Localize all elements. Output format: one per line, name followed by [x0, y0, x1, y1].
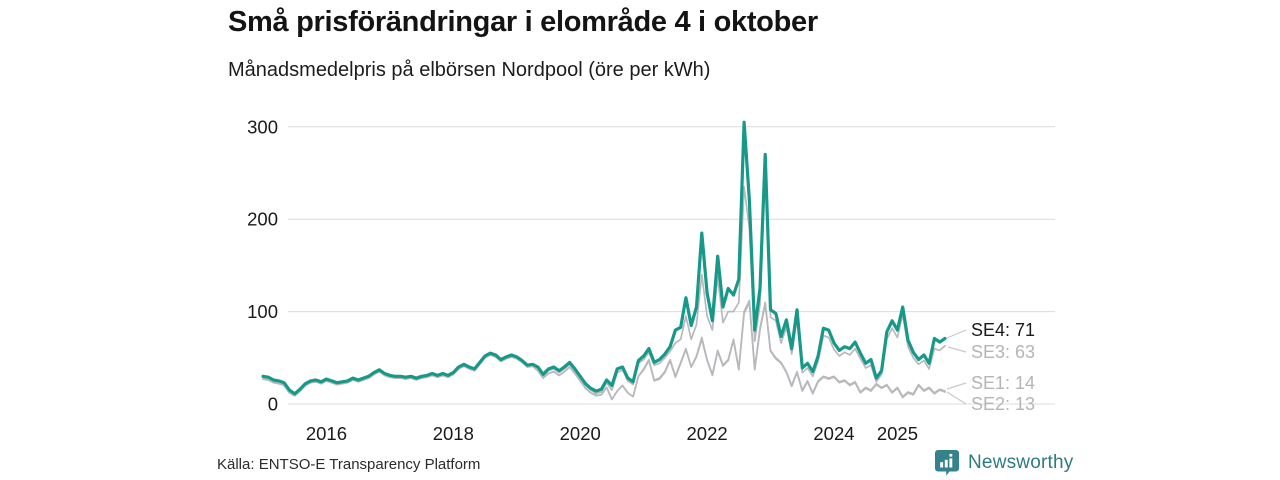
x-axis-label-2018: 2018: [433, 423, 474, 444]
x-axis-label-2025: 2025: [877, 423, 918, 444]
y-axis-label-0: 0: [268, 394, 278, 415]
leader-line-se3: [947, 346, 967, 353]
leader-line-se4: [946, 329, 967, 339]
chart-title: Små prisförändringar i elområde 4 i okto…: [228, 6, 818, 38]
series-end-label-se4: SE4: 71: [971, 320, 1035, 340]
source-note: Källa: ENTSO-E Transparency Platform: [217, 456, 481, 473]
x-axis-label-2024: 2024: [813, 423, 854, 444]
x-axis-label-2022: 2022: [687, 423, 728, 444]
brand-name: Newsworthy: [968, 452, 1074, 473]
series-line-se4: [261, 120, 947, 396]
y-axis-label-200: 200: [247, 209, 278, 230]
x-axis-label-2016: 2016: [306, 423, 347, 444]
y-axis-label-300: 300: [247, 116, 278, 137]
y-axis-label-100: 100: [247, 301, 278, 322]
leader-line-se2: [946, 391, 967, 405]
leader-line-se1: [946, 382, 967, 390]
series-end-label-se3: SE3: 63: [971, 342, 1035, 362]
brand-logo: Newsworthy: [934, 449, 1073, 477]
series-end-label-se1: SE1: 14: [971, 373, 1035, 393]
series-line-se3: [262, 162, 946, 396]
chart-subtitle: Månadsmedelpris på elbörsen Nordpool (ör…: [228, 59, 711, 81]
series-end-label-se2: SE2: 13: [971, 394, 1035, 414]
bar-chart-speech-bubble-icon: [935, 450, 959, 476]
x-axis-label-2020: 2020: [560, 423, 601, 444]
